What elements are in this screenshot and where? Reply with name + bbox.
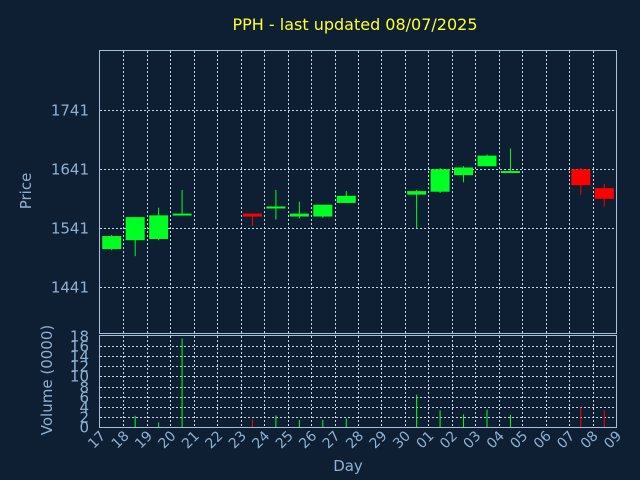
candle-body [571,169,591,186]
volume-tick-label: 16 [70,338,89,356]
x-tick-label: 18 [109,428,133,452]
volume-tick-label: 0 [79,419,89,437]
x-tick-label: 02 [437,428,461,452]
x-tick-label: 09 [601,428,625,452]
candle-body [454,167,474,176]
x-tick-label: 28 [343,428,367,452]
candle-body [125,217,145,241]
x-tick-label: 04 [484,428,508,452]
volume-grid [100,336,616,427]
candle-body [172,213,192,216]
candle-body [266,206,286,209]
volume-tick-label: 14 [70,348,89,366]
candle-body [149,215,169,239]
x-tick-label: 07 [554,428,578,452]
x-tick-label: 06 [531,428,555,452]
y-axis-label-volume: Volume (0000) [38,325,56,435]
candle-body [102,236,122,250]
volume-tick-label: 10 [70,368,89,386]
x-tick-label: 01 [414,428,438,452]
x-tick-label: 20 [156,428,180,452]
price-grid [100,51,616,333]
x-tick-label: 08 [578,428,602,452]
x-tick-label: 30 [390,428,414,452]
volume-tick-label: 8 [79,379,89,397]
candle-body [500,171,520,174]
volume-bars [134,338,605,427]
candles [102,148,614,257]
x-tick-label: 21 [179,428,203,452]
x-tick-label: 19 [132,428,156,452]
volume-panel-frame [99,335,617,428]
price-panel-frame [99,50,617,334]
price-tick-label: 1541 [51,220,89,238]
candle-body [430,169,450,192]
volume-tick-label: 6 [79,389,89,407]
x-tick-label: 24 [249,428,273,452]
x-tick-label: 03 [460,428,484,452]
y-axis-label-price: Price [17,173,35,210]
x-axis-label: Day [333,457,363,475]
chart-title: PPH - last updated 08/07/2025 [232,15,477,34]
volume-tick-label: 18 [70,328,89,346]
volume-tick-label: 12 [70,358,89,376]
price-tick-label: 1441 [51,279,89,297]
candle-body [407,191,427,195]
x-tick-label: 29 [367,428,391,452]
x-tick-label: 26 [296,428,320,452]
volume-tick-label: 4 [79,399,89,417]
x-tick-label: 05 [507,428,531,452]
candle-body [477,155,497,167]
candle-body [313,204,333,217]
candle-body [289,213,309,217]
candle-body [242,213,262,217]
x-tick-label: 27 [320,428,344,452]
x-tick-label: 22 [202,428,226,452]
candle-body [594,188,614,199]
price-tick-label: 1741 [51,102,89,120]
volume-tick-label: 2 [79,409,89,427]
x-tick-label: 23 [226,428,250,452]
price-tick-label: 1641 [51,161,89,179]
x-tick-label: 25 [273,428,297,452]
candle-body [336,195,356,203]
